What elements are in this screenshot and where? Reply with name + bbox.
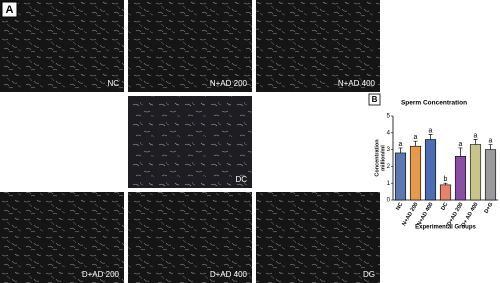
chart-title: Sperm Concentration xyxy=(401,100,467,107)
x-tick-label: D+G xyxy=(484,202,495,215)
x-tick-label: DC xyxy=(440,202,449,212)
panel-b-label: B xyxy=(368,93,381,106)
significance-label: a xyxy=(429,127,433,134)
micrograph xyxy=(0,192,124,283)
micrograph xyxy=(0,0,124,92)
y-tick-label: 1 xyxy=(387,181,391,187)
bar-chart: Sperm Concentration Concentration million/… xyxy=(374,100,498,231)
micrograph xyxy=(256,0,380,92)
error-bar xyxy=(413,140,418,147)
micrograph xyxy=(128,0,252,92)
error-bar xyxy=(488,144,493,150)
significance-label: a xyxy=(474,132,478,139)
image-label: DC xyxy=(235,175,247,184)
bar xyxy=(484,149,497,201)
y-tick-label: 5 xyxy=(387,114,391,120)
error-bar xyxy=(398,147,403,153)
image-label: D+AD 200 xyxy=(82,270,120,279)
bar xyxy=(439,184,452,201)
y-axis-label: million/ml xyxy=(380,145,386,171)
y-tick-label: 4 xyxy=(387,130,391,136)
image-label: D+AD 400 xyxy=(210,270,248,279)
x-axis-label: Experimental Groups xyxy=(415,225,476,231)
y-tick-label: 3 xyxy=(387,147,391,153)
error-bar xyxy=(473,139,478,145)
panel-label: B xyxy=(372,95,378,104)
y-axis-label: Concentration xyxy=(374,139,380,177)
significance-label: a xyxy=(414,134,418,141)
error-bar xyxy=(458,147,463,157)
error-bar xyxy=(428,134,433,140)
micrograph xyxy=(128,96,252,188)
image-panel: NC N+AD 200 N+AD 400 DC D+AD 200 D+AD 400 DG xyxy=(0,0,380,283)
x-tick-label: N+AD 400 xyxy=(416,202,434,227)
y-tick-label: 2 xyxy=(387,164,391,170)
micrograph xyxy=(256,192,380,283)
panel-a-label: A xyxy=(1,1,18,18)
bar xyxy=(424,139,437,201)
significance-label: a xyxy=(459,141,463,148)
significance-label: b xyxy=(444,176,448,183)
x-tick-label: NC xyxy=(395,202,404,212)
image-label: DG xyxy=(363,270,375,279)
error-bar xyxy=(443,182,448,185)
bar xyxy=(454,156,467,201)
image-label: N+AD 400 xyxy=(338,79,376,88)
panel-label: A xyxy=(6,4,14,16)
y-tick-label: 0 xyxy=(387,198,391,204)
bar xyxy=(409,145,422,201)
micrograph xyxy=(128,192,252,283)
image-label: N+AD 200 xyxy=(210,79,248,88)
bar xyxy=(394,152,407,201)
significance-label: a xyxy=(489,137,493,144)
significance-label: a xyxy=(399,141,403,148)
bar xyxy=(469,144,482,201)
image-label: NC xyxy=(107,79,119,88)
